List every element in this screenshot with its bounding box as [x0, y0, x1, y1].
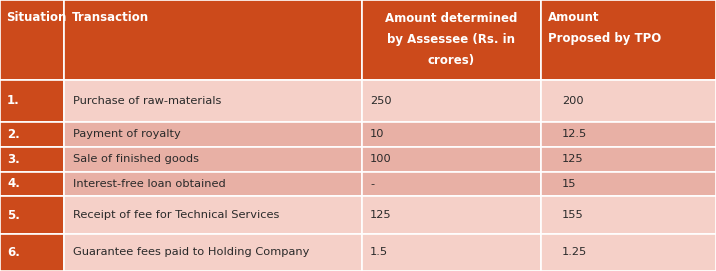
- Text: Payment of royalty: Payment of royalty: [73, 129, 180, 139]
- Bar: [0, 234, 64, 271]
- Text: Amount
Proposed by TPO: Amount Proposed by TPO: [548, 11, 661, 45]
- Text: 5.: 5.: [7, 209, 20, 222]
- Bar: [64, 0, 362, 80]
- Bar: [64, 196, 362, 234]
- Bar: [64, 147, 362, 172]
- Bar: [541, 80, 716, 122]
- Text: 1.25: 1.25: [562, 247, 587, 257]
- Text: 100: 100: [370, 154, 392, 164]
- Text: 15: 15: [562, 179, 576, 189]
- Bar: [541, 147, 716, 172]
- Bar: [64, 122, 362, 147]
- Text: 10: 10: [370, 129, 384, 139]
- Bar: [362, 0, 541, 80]
- Text: Guarantee fees paid to Holding Company: Guarantee fees paid to Holding Company: [73, 247, 309, 257]
- Text: Sale of finished goods: Sale of finished goods: [73, 154, 199, 164]
- Text: 155: 155: [562, 210, 584, 220]
- Text: 3.: 3.: [7, 153, 20, 166]
- Bar: [64, 234, 362, 271]
- Bar: [0, 122, 64, 147]
- Bar: [362, 80, 541, 122]
- Bar: [0, 196, 64, 234]
- Text: -: -: [370, 179, 374, 189]
- Bar: [362, 147, 541, 172]
- Text: 1.: 1.: [7, 94, 20, 107]
- Bar: [362, 196, 541, 234]
- Bar: [541, 196, 716, 234]
- Text: Receipt of fee for Technical Services: Receipt of fee for Technical Services: [73, 210, 279, 220]
- Bar: [541, 0, 716, 80]
- Bar: [64, 80, 362, 122]
- Bar: [362, 234, 541, 271]
- Text: Transaction: Transaction: [72, 11, 149, 24]
- Text: 6.: 6.: [7, 246, 20, 259]
- Bar: [0, 172, 64, 196]
- Text: 250: 250: [370, 96, 392, 106]
- Text: Situation: Situation: [6, 11, 66, 24]
- Text: 1.5: 1.5: [370, 247, 388, 257]
- Text: 125: 125: [370, 210, 392, 220]
- Text: Interest-free loan obtained: Interest-free loan obtained: [73, 179, 226, 189]
- Bar: [64, 172, 362, 196]
- Text: Amount determined
by Assessee (Rs. in
crores): Amount determined by Assessee (Rs. in cr…: [385, 12, 517, 67]
- Bar: [541, 234, 716, 271]
- Bar: [0, 147, 64, 172]
- Text: 200: 200: [562, 96, 584, 106]
- Bar: [362, 172, 541, 196]
- Text: 125: 125: [562, 154, 584, 164]
- Bar: [0, 0, 64, 80]
- Text: 12.5: 12.5: [562, 129, 587, 139]
- Text: Purchase of raw-materials: Purchase of raw-materials: [73, 96, 221, 106]
- Bar: [541, 172, 716, 196]
- Text: 4.: 4.: [7, 178, 20, 191]
- Bar: [362, 122, 541, 147]
- Text: 2.: 2.: [7, 128, 20, 141]
- Bar: [541, 122, 716, 147]
- Bar: [0, 80, 64, 122]
